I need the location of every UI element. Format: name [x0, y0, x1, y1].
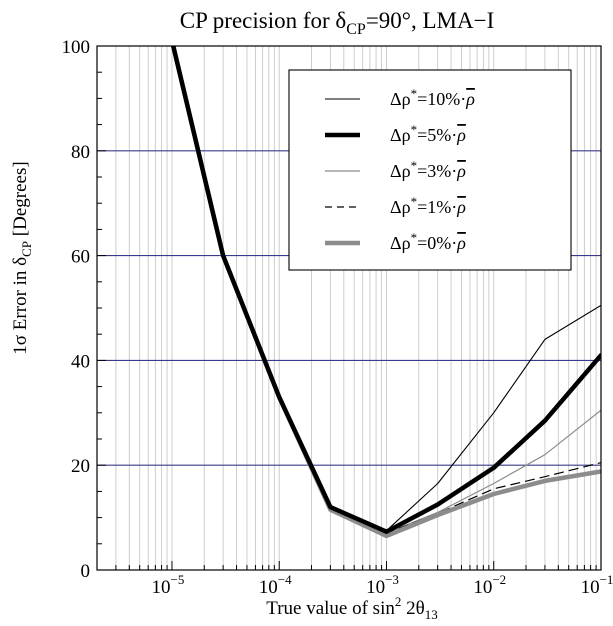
legend-label-1: Δρ*=10%·ρ [390, 86, 475, 109]
y-tick-label: 80 [71, 142, 90, 163]
x-axis-label: True value of sin2 2θ13 [266, 594, 437, 622]
x-tick-label: 10−5 [152, 572, 185, 598]
y-tick-label: 40 [71, 351, 90, 372]
y-tick-label: 20 [71, 456, 90, 477]
series-lines [170, 46, 601, 539]
x-tick-label: 10−2 [473, 572, 506, 598]
x-tick-label: 10−4 [259, 572, 292, 598]
legend-label-3: Δρ*=3%·ρ [390, 158, 466, 181]
legend: Δρ*=10%·ρ Δρ*=5%·ρ Δρ*=3%·ρ Δρ*=1%·ρ Δρ*=0%·… [288, 69, 572, 271]
y-axis-label: 1σ Error in δCP [Degrees] [10, 161, 34, 354]
legend-label-2: Δρ*=5%·ρ [390, 122, 466, 145]
legend-label-5: Δρ*=0%·ρ [390, 230, 466, 253]
x-tick-label: 10−1 [581, 572, 613, 598]
legend-label-4: Δρ*=1%·ρ [390, 194, 466, 217]
legend-box [288, 69, 572, 271]
y-tick-label: 100 [62, 37, 91, 58]
chart-title: CP precision for δCP=90°, LMA−I [180, 8, 495, 38]
x-tick-label: 10−3 [366, 572, 399, 598]
series-line-2 [170, 46, 601, 534]
y-tick-label: 60 [71, 247, 90, 268]
axis-ticks: 10−5 10−4 10−3 10−2 10−1 0 20 40 60 80 100 [62, 37, 613, 598]
y-tick-label: 0 [81, 561, 91, 582]
